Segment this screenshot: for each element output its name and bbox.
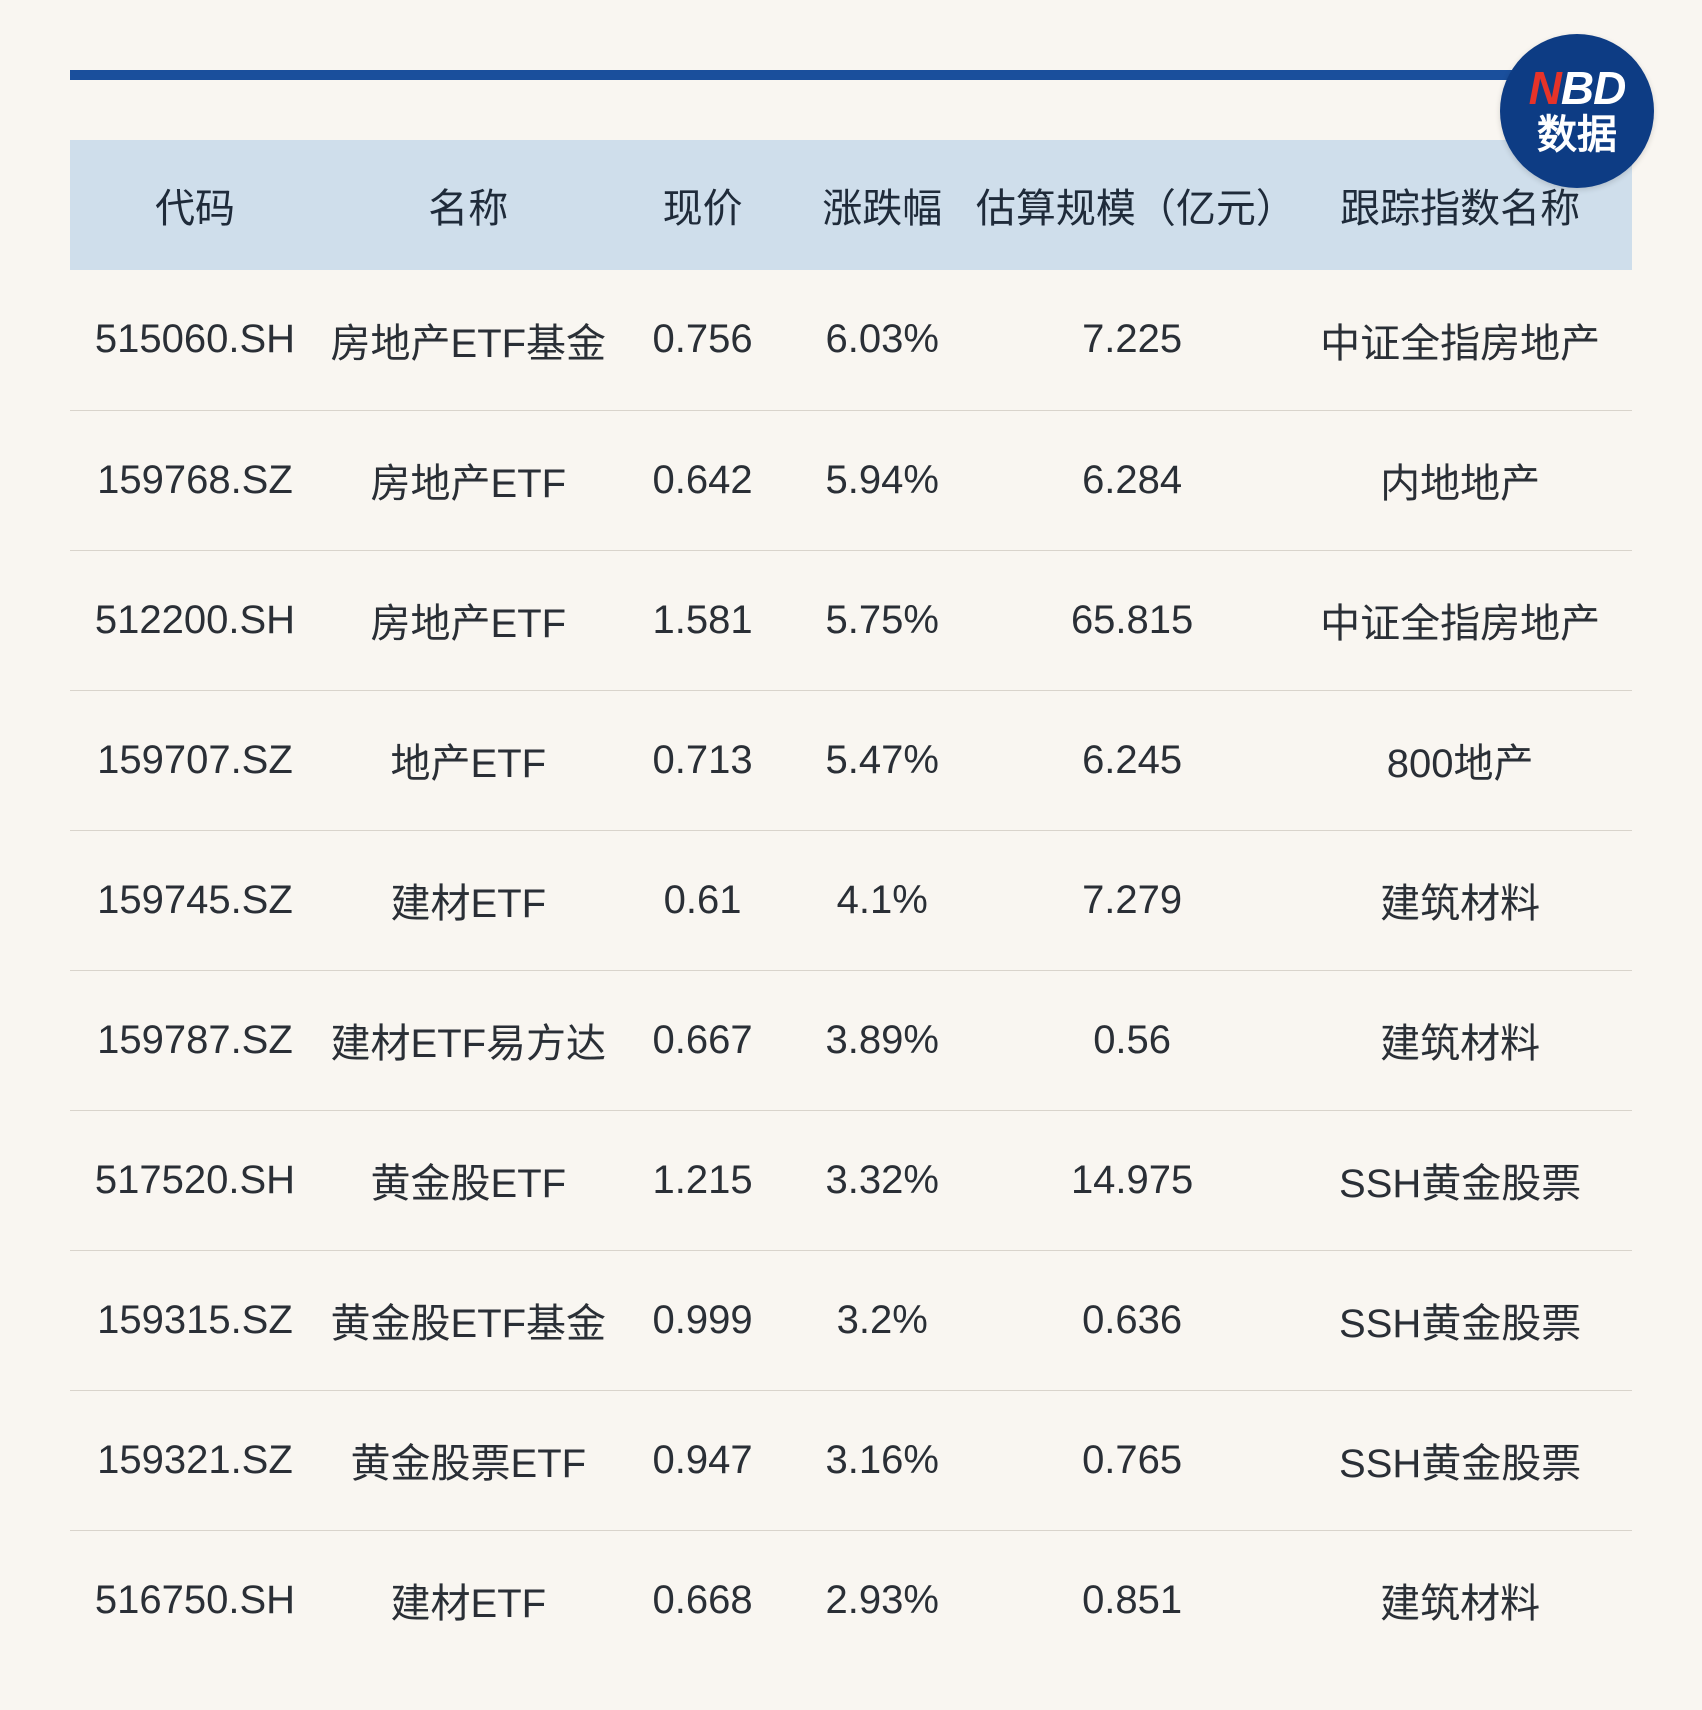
table-cell: 黄金股票ETF: [320, 1390, 617, 1530]
col-code: 代码: [70, 140, 320, 270]
table-cell: 159768.SZ: [70, 410, 320, 550]
table-cell: 0.61: [617, 830, 789, 970]
table-row: 159315.SZ黄金股ETF基金0.9993.2%0.636SSH黄金股票: [70, 1250, 1632, 1390]
table-cell: 0.756: [617, 270, 789, 410]
table-cell: 7.225: [976, 270, 1288, 410]
table-row: 159768.SZ房地产ETF0.6425.94%6.284内地地产: [70, 410, 1632, 550]
table-cell: 0.642: [617, 410, 789, 550]
table-row: 517520.SH黄金股ETF1.2153.32%14.975SSH黄金股票: [70, 1110, 1632, 1250]
nbd-logo-badge: NBD 数据: [1500, 34, 1654, 188]
table-cell: 7.279: [976, 830, 1288, 970]
table-cell: 建材ETF易方达: [320, 970, 617, 1110]
table-cell: 6.284: [976, 410, 1288, 550]
content-area: 代码 名称 现价 涨跌幅 估算规模（亿元） 跟踪指数名称 515060.SH房地…: [0, 0, 1702, 1670]
nbd-logo-text: NBD: [1529, 65, 1626, 111]
table-cell: 内地地产: [1288, 410, 1632, 550]
col-aum: 估算规模（亿元）: [976, 140, 1288, 270]
etf-table: 代码 名称 现价 涨跌幅 估算规模（亿元） 跟踪指数名称 515060.SH房地…: [70, 140, 1632, 1670]
col-name: 名称: [320, 140, 617, 270]
table-cell: SSH黄金股票: [1288, 1250, 1632, 1390]
table-row: 159745.SZ建材ETF0.614.1%7.279建筑材料: [70, 830, 1632, 970]
table-cell: 0.999: [617, 1250, 789, 1390]
table-cell: 地产ETF: [320, 690, 617, 830]
table-cell: 159745.SZ: [70, 830, 320, 970]
table-cell: 0.668: [617, 1530, 789, 1670]
table-cell: 6.245: [976, 690, 1288, 830]
table-cell: 黄金股ETF: [320, 1110, 617, 1250]
table-cell: 3.32%: [788, 1110, 975, 1250]
table-cell: 4.1%: [788, 830, 975, 970]
table-row: 159787.SZ建材ETF易方达0.6673.89%0.56建筑材料: [70, 970, 1632, 1110]
table-row: 515060.SH房地产ETF基金0.7566.03%7.225中证全指房地产: [70, 270, 1632, 410]
table-cell: 65.815: [976, 550, 1288, 690]
table-cell: 159321.SZ: [70, 1390, 320, 1530]
table-cell: 中证全指房地产: [1288, 550, 1632, 690]
nbd-bd: BD: [1561, 62, 1625, 114]
table-cell: 159787.SZ: [70, 970, 320, 1110]
table-cell: 黄金股ETF基金: [320, 1250, 617, 1390]
table-cell: 0.765: [976, 1390, 1288, 1530]
top-rule: [70, 70, 1632, 80]
table-cell: 房地产ETF: [320, 550, 617, 690]
table-row: 512200.SH房地产ETF1.5815.75%65.815中证全指房地产: [70, 550, 1632, 690]
table-cell: 0.851: [976, 1530, 1288, 1670]
table-cell: 0.667: [617, 970, 789, 1110]
table-cell: 建筑材料: [1288, 1530, 1632, 1670]
table-cell: 房地产ETF基金: [320, 270, 617, 410]
table-cell: 1.581: [617, 550, 789, 690]
table-cell: 517520.SH: [70, 1110, 320, 1250]
table-cell: 3.2%: [788, 1250, 975, 1390]
col-chg: 涨跌幅: [788, 140, 975, 270]
nbd-n: N: [1529, 62, 1561, 114]
table-cell: 0.56: [976, 970, 1288, 1110]
table-cell: 0.947: [617, 1390, 789, 1530]
table-row: 159707.SZ地产ETF0.7135.47%6.245800地产: [70, 690, 1632, 830]
table-cell: 159707.SZ: [70, 690, 320, 830]
table-body: 515060.SH房地产ETF基金0.7566.03%7.225中证全指房地产1…: [70, 270, 1632, 1670]
table-cell: 建材ETF: [320, 830, 617, 970]
table-cell: 3.89%: [788, 970, 975, 1110]
table-row: 159321.SZ黄金股票ETF0.9473.16%0.765SSH黄金股票: [70, 1390, 1632, 1530]
table-cell: 房地产ETF: [320, 410, 617, 550]
table-cell: 5.75%: [788, 550, 975, 690]
table-cell: 515060.SH: [70, 270, 320, 410]
table-cell: 5.94%: [788, 410, 975, 550]
table-row: 516750.SH建材ETF0.6682.93%0.851建筑材料: [70, 1530, 1632, 1670]
table-cell: 建筑材料: [1288, 970, 1632, 1110]
table-cell: 0.636: [976, 1250, 1288, 1390]
table-cell: 建筑材料: [1288, 830, 1632, 970]
table-cell: SSH黄金股票: [1288, 1110, 1632, 1250]
table-cell: 14.975: [976, 1110, 1288, 1250]
table-head: 代码 名称 现价 涨跌幅 估算规模（亿元） 跟踪指数名称: [70, 140, 1632, 270]
table-cell: 800地产: [1288, 690, 1632, 830]
table-cell: 中证全指房地产: [1288, 270, 1632, 410]
table-cell: 2.93%: [788, 1530, 975, 1670]
table-cell: 3.16%: [788, 1390, 975, 1530]
col-price: 现价: [617, 140, 789, 270]
nbd-sub: 数据: [1537, 113, 1617, 157]
header-row: 代码 名称 现价 涨跌幅 估算规模（亿元） 跟踪指数名称: [70, 140, 1632, 270]
table-cell: 1.215: [617, 1110, 789, 1250]
table-cell: 159315.SZ: [70, 1250, 320, 1390]
table-cell: 5.47%: [788, 690, 975, 830]
table-cell: 512200.SH: [70, 550, 320, 690]
table-cell: SSH黄金股票: [1288, 1390, 1632, 1530]
table-cell: 516750.SH: [70, 1530, 320, 1670]
table-cell: 0.713: [617, 690, 789, 830]
table-cell: 建材ETF: [320, 1530, 617, 1670]
table-cell: 6.03%: [788, 270, 975, 410]
